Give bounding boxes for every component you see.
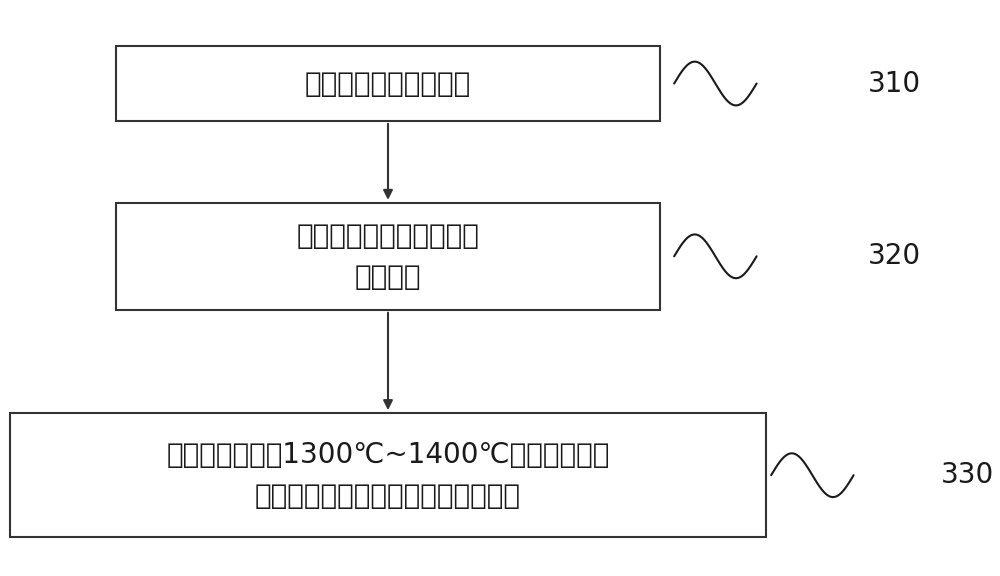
Text: 将混合粉末放入模具内: 将混合粉末放入模具内 [305,70,471,97]
Text: 310: 310 [868,70,921,97]
Text: 330: 330 [941,461,994,489]
Text: 将混合粉末在模具内压实
形成生坯: 将混合粉末在模具内压实 形成生坯 [297,222,479,291]
Bar [10,414,766,537]
Text: 采用保温温度为1300℃~1400℃的真空热压工
艺将所述混合粉末制成铬钼靶材坯料: 采用保温温度为1300℃~1400℃的真空热压工 艺将所述混合粉末制成铬钼靶材坯… [166,441,610,510]
Text: 320: 320 [868,242,921,270]
Bar [116,46,660,121]
Bar [116,203,660,310]
